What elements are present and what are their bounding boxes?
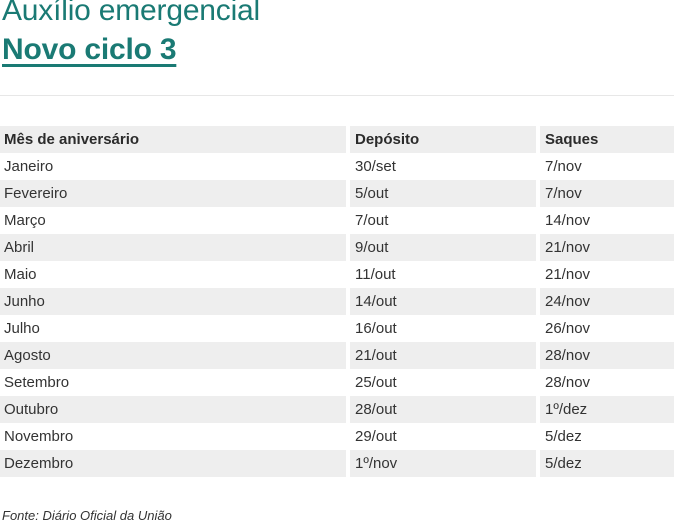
cell-withdrawal: 28/nov <box>545 374 591 391</box>
cell-withdrawal: 14/nov <box>545 212 591 229</box>
table-row: Julho 16/out 26/nov <box>0 315 674 342</box>
page-title: Auxílio emergencial <box>2 0 260 27</box>
cell-deposit: 5/out <box>350 180 536 207</box>
table-row: Março 7/out 14/nov <box>0 207 674 234</box>
cell-withdrawal: 7/nov <box>540 180 674 207</box>
cell-withdrawal: 1º/dez <box>540 396 674 423</box>
cell-deposit: 28/out <box>350 396 536 423</box>
table-row: Janeiro 30/set 7/nov <box>0 153 674 180</box>
cell-withdrawal: 24/nov <box>540 288 674 315</box>
column-header-birthday-month: Mês de aniversário <box>0 126 346 153</box>
cell-month: Dezembro <box>0 450 346 477</box>
cell-month: Janeiro <box>4 158 54 175</box>
cell-deposit: 11/out <box>355 266 396 283</box>
cell-deposit: 14/out <box>350 288 536 315</box>
table-row: Dezembro 1º/nov 5/dez <box>0 450 674 477</box>
cell-deposit: 1º/nov <box>350 450 536 477</box>
cell-deposit: 29/out <box>355 428 397 445</box>
cell-withdrawal: 26/nov <box>545 320 591 337</box>
table-row: Maio 11/out 21/nov <box>0 261 674 288</box>
cell-deposit: 21/out <box>350 342 536 369</box>
cell-month: Fevereiro <box>0 180 346 207</box>
cell-withdrawal: 5/dez <box>540 450 674 477</box>
column-header-deposit: Depósito <box>350 126 536 153</box>
cell-deposit: 9/out <box>350 234 536 261</box>
cell-month: Outubro <box>0 396 346 423</box>
payment-schedule-table: Mês de aniversário Depósito Saques Janei… <box>0 126 674 477</box>
cell-withdrawal: 28/nov <box>540 342 674 369</box>
cell-deposit: 7/out <box>355 212 389 229</box>
cell-month: Abril <box>0 234 346 261</box>
source-note: Fonte: Diário Oficial da União <box>2 508 172 523</box>
cell-deposit: 30/set <box>355 158 396 175</box>
cell-month: Agosto <box>0 342 346 369</box>
table-header-row: Mês de aniversário Depósito Saques <box>0 126 674 153</box>
cell-month: Julho <box>4 320 40 337</box>
table-row: Agosto 21/out 28/nov <box>0 342 674 369</box>
cell-withdrawal: 21/nov <box>540 234 674 261</box>
cell-deposit: 16/out <box>355 320 397 337</box>
divider-line <box>0 95 674 96</box>
cell-withdrawal: 7/nov <box>545 158 582 175</box>
column-header-withdrawals: Saques <box>540 126 674 153</box>
cell-month: Junho <box>0 288 346 315</box>
cell-month: Março <box>4 212 46 229</box>
cell-month: Setembro <box>4 374 70 391</box>
cell-month: Novembro <box>4 428 74 445</box>
cell-deposit: 25/out <box>355 374 397 391</box>
table-row: Fevereiro 5/out 7/nov <box>0 180 674 207</box>
cell-withdrawal: 21/nov <box>545 266 591 283</box>
page-subtitle: Novo ciclo 3 <box>2 33 177 66</box>
table-row: Abril 9/out 21/nov <box>0 234 674 261</box>
table-body: Janeiro 30/set 7/nov Fevereiro 5/out 7/nov Mar… <box>0 153 674 477</box>
table-row: Novembro 29/out 5/dez <box>0 423 674 450</box>
table-row: Outubro 28/out 1º/dez <box>0 396 674 423</box>
table-row: Setembro 25/out 28/nov <box>0 369 674 396</box>
cell-withdrawal: 5/dez <box>545 428 582 445</box>
cell-month: Maio <box>4 266 37 283</box>
table-row: Junho 14/out 24/nov <box>0 288 674 315</box>
